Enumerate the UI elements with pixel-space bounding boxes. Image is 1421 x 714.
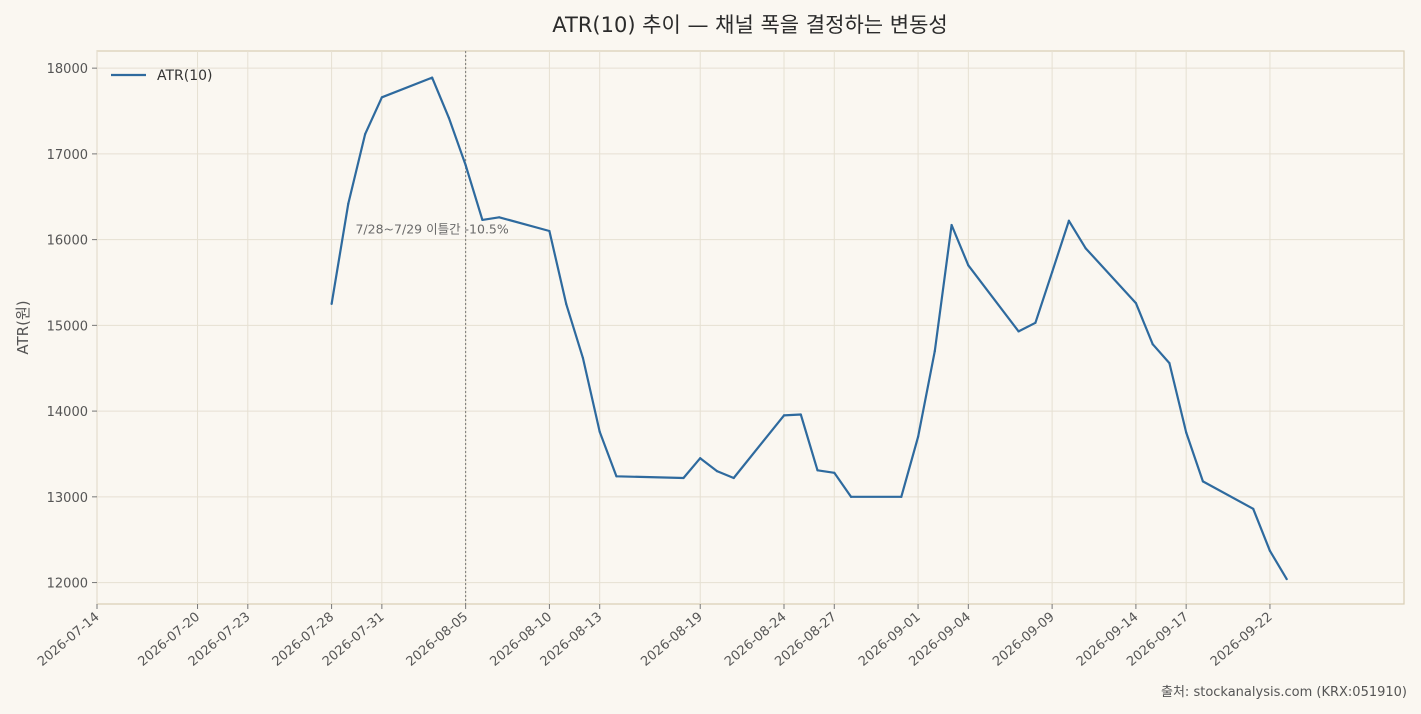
y-axis-label: ATR(원) (14, 300, 32, 354)
data-point (732, 476, 735, 480)
data-point (967, 264, 970, 267)
y-tick-label: 15000 (47, 319, 88, 334)
x-tick-label: 2026-08-19 (638, 610, 706, 670)
data-point (1134, 301, 1137, 305)
data-point (1034, 321, 1037, 324)
data-point (1084, 247, 1087, 250)
data-point (364, 133, 367, 136)
data-point (548, 229, 551, 233)
data-point (849, 495, 853, 498)
y-tick-label: 14000 (47, 405, 88, 420)
x-tick-label: 2026-08-05 (404, 610, 472, 670)
data-point (833, 471, 836, 474)
legend: ATR(10) (111, 68, 213, 84)
data-point (615, 475, 618, 478)
data-point (1252, 507, 1255, 510)
plot-area (96, 50, 1405, 605)
y-axis: 12000 13000 14000 15000 16000 17000 18000 (47, 62, 97, 592)
y-tick-label: 12000 (47, 577, 88, 592)
data-point (1268, 549, 1272, 552)
x-tick-label: 2026-07-14 (35, 610, 103, 670)
chart-title: ATR(10) 추이 — 채널 폭을 결정하는 변동성 (552, 13, 947, 37)
data-point (900, 495, 903, 498)
data-point (581, 356, 585, 360)
data-point (1201, 480, 1205, 483)
y-tick-label: 16000 (47, 234, 88, 249)
data-point (431, 76, 434, 79)
data-point (464, 163, 467, 167)
data-point (481, 218, 484, 222)
data-point (1051, 271, 1054, 274)
data-point (1067, 219, 1070, 222)
data-point (447, 116, 450, 119)
legend-label: ATR(10) (157, 68, 213, 84)
y-tick-label: 13000 (47, 491, 88, 506)
data-point (498, 216, 501, 219)
x-tick-label: 2026-09-22 (1208, 610, 1276, 670)
annotations: 7/28~7/29 이틀간 -10.5% (355, 221, 508, 236)
series-layer (330, 76, 1288, 581)
data-point (1185, 431, 1188, 434)
data-point (380, 96, 383, 99)
data-point (799, 413, 802, 416)
data-point (1017, 330, 1020, 333)
y-tick-label: 18000 (47, 62, 88, 77)
annotation-label: 7/28~7/29 이틀간 -10.5% (355, 221, 508, 236)
data-point (1168, 361, 1171, 365)
data-point (347, 202, 350, 205)
data-point (715, 470, 719, 473)
data-point (699, 457, 702, 460)
source-note: 출처: stockanalysis.com (KRX:051910) (1161, 685, 1407, 700)
data-point (933, 349, 936, 353)
data-point (782, 414, 786, 417)
data-point (682, 476, 685, 480)
data-point (1151, 343, 1154, 346)
data-point (565, 302, 568, 306)
data-point (916, 435, 920, 438)
data-point (950, 223, 953, 227)
x-tick-label: 2026-09-09 (990, 610, 1058, 670)
data-point (598, 430, 601, 433)
data-point (1285, 578, 1288, 581)
y-tick-label: 17000 (47, 148, 88, 163)
data-point (816, 469, 819, 472)
data-point (330, 302, 333, 306)
